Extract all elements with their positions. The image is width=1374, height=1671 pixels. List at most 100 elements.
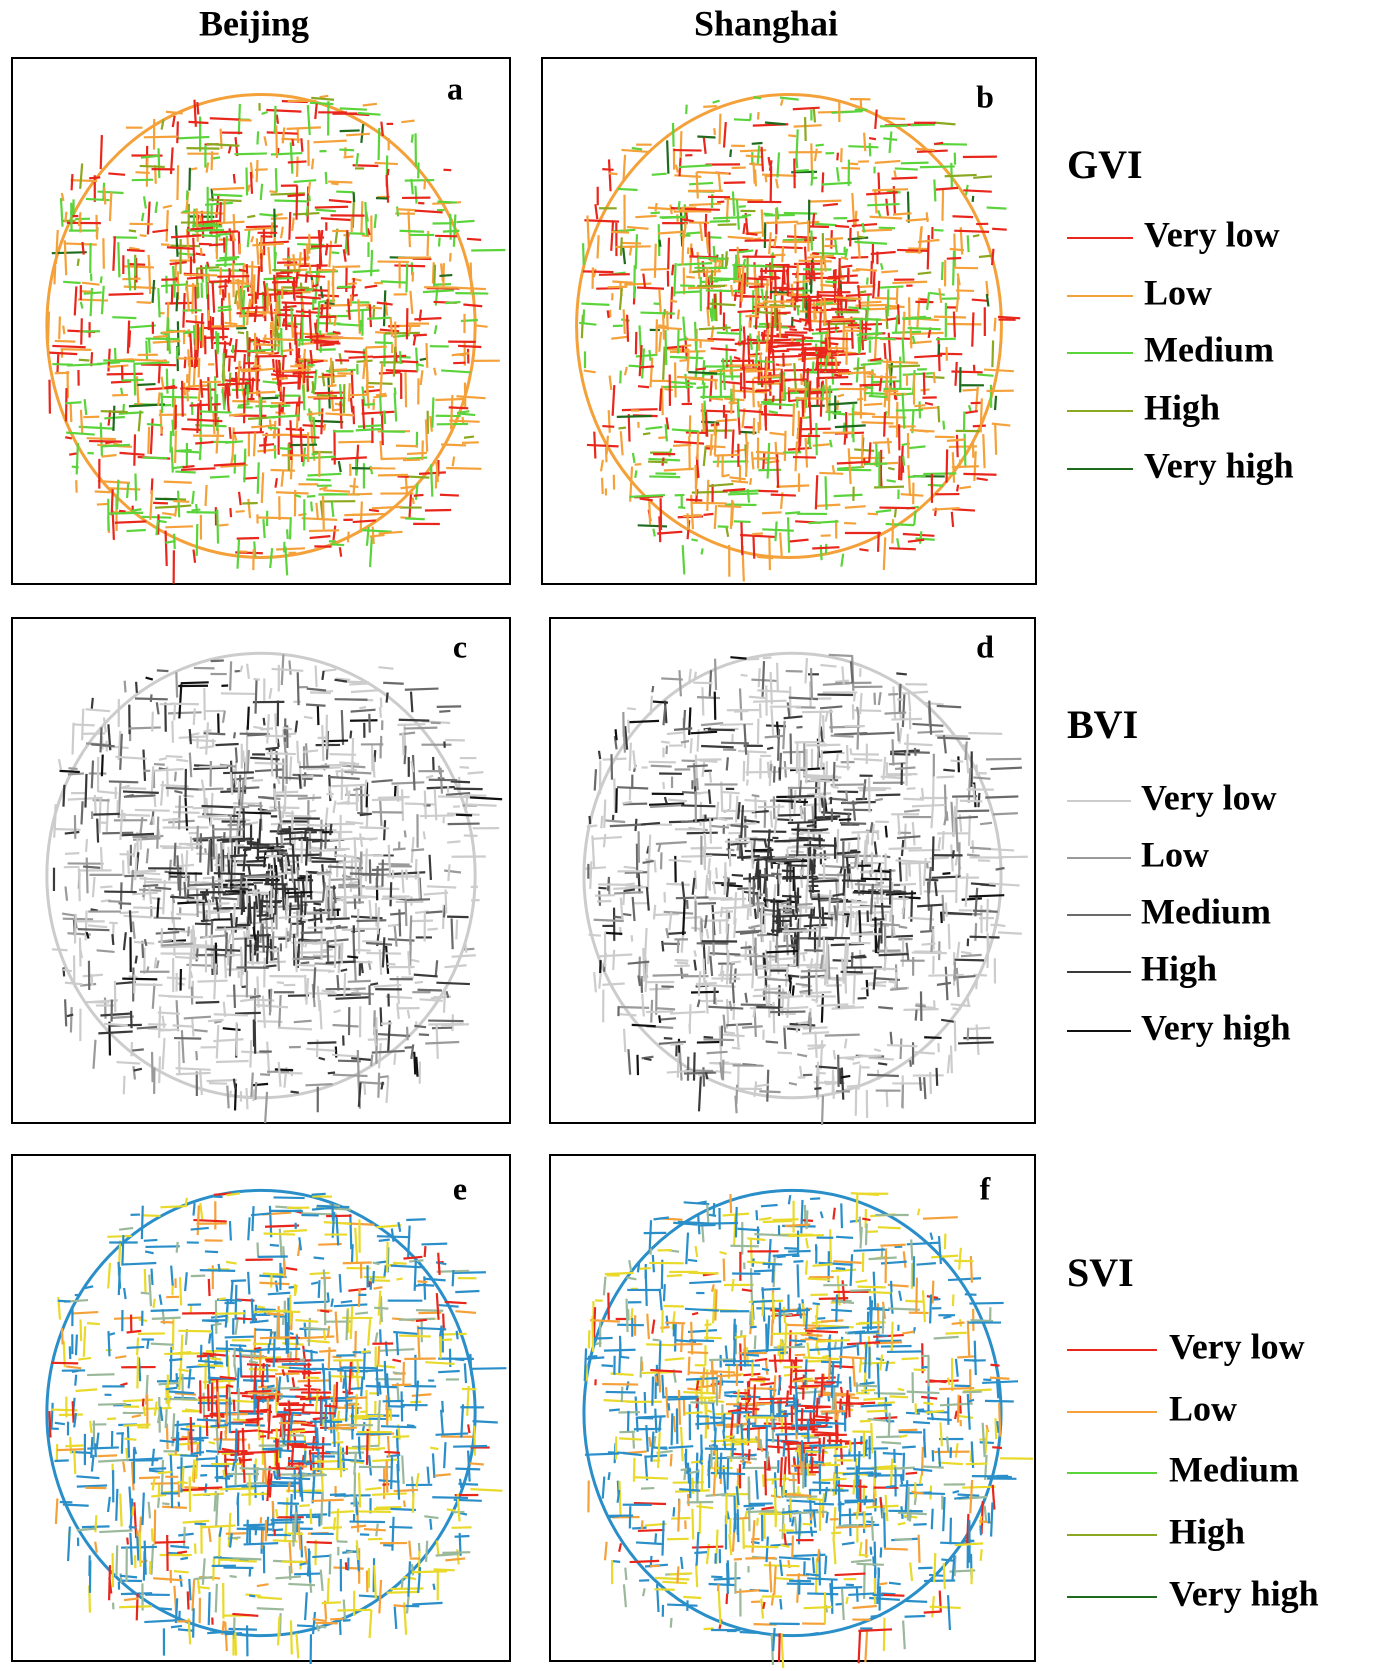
street	[380, 441, 381, 460]
street	[622, 409, 658, 410]
street	[875, 110, 876, 129]
street	[815, 309, 816, 320]
street	[884, 412, 885, 437]
street	[178, 491, 179, 518]
street	[893, 739, 894, 765]
street	[147, 424, 162, 425]
street	[320, 96, 329, 97]
street	[757, 965, 792, 966]
street	[314, 967, 316, 998]
street	[348, 357, 373, 358]
street	[838, 1057, 861, 1058]
street	[871, 261, 872, 284]
street	[394, 1053, 395, 1064]
street	[793, 403, 794, 436]
street	[276, 548, 305, 549]
street	[654, 905, 655, 920]
street	[278, 1028, 312, 1030]
street	[292, 321, 293, 338]
street	[101, 411, 128, 412]
street	[369, 510, 379, 511]
street	[664, 389, 672, 390]
street	[587, 215, 589, 249]
street	[384, 290, 385, 326]
street	[216, 844, 217, 872]
street	[814, 108, 815, 122]
street	[731, 285, 733, 296]
street	[356, 920, 386, 921]
street	[757, 557, 773, 558]
street	[311, 502, 312, 512]
street	[388, 169, 389, 175]
street	[271, 222, 272, 236]
street	[370, 304, 371, 327]
street	[847, 1086, 859, 1087]
street	[326, 808, 327, 824]
street	[869, 1058, 894, 1060]
street	[904, 744, 932, 745]
street	[680, 1053, 682, 1081]
street	[777, 207, 778, 219]
street	[104, 892, 136, 893]
street	[267, 132, 298, 133]
street	[193, 808, 211, 809]
street	[637, 288, 664, 289]
street	[266, 748, 279, 749]
street	[243, 286, 250, 287]
street	[320, 839, 321, 857]
street	[85, 774, 86, 808]
street	[947, 258, 961, 259]
street	[671, 208, 682, 209]
street	[901, 163, 929, 164]
street	[78, 259, 79, 266]
street	[807, 825, 817, 826]
street	[156, 202, 157, 213]
street	[623, 155, 625, 181]
street	[271, 748, 272, 777]
street	[137, 384, 155, 385]
street	[344, 351, 366, 352]
street	[686, 500, 702, 501]
street	[914, 511, 915, 525]
street	[355, 837, 356, 860]
street	[777, 452, 778, 488]
street	[598, 888, 606, 889]
street	[403, 732, 404, 755]
street	[294, 1021, 312, 1022]
street	[635, 464, 642, 465]
street	[777, 663, 778, 692]
street	[307, 913, 330, 914]
street	[797, 282, 798, 302]
street	[91, 288, 92, 316]
street	[705, 833, 706, 848]
street	[131, 870, 133, 892]
street	[206, 485, 207, 506]
street	[408, 211, 409, 247]
street	[717, 802, 718, 818]
street	[213, 836, 214, 845]
street	[197, 102, 198, 114]
street	[817, 377, 848, 378]
street	[208, 1020, 224, 1021]
street	[808, 226, 829, 227]
street	[755, 390, 770, 391]
street	[797, 158, 798, 168]
street	[995, 423, 996, 455]
street	[89, 441, 122, 442]
street	[261, 184, 262, 200]
street	[276, 168, 277, 191]
street	[675, 362, 676, 397]
street	[624, 1029, 625, 1052]
street	[788, 517, 789, 552]
street	[920, 863, 921, 895]
street	[670, 1044, 683, 1045]
street	[89, 177, 100, 178]
street	[307, 1042, 336, 1043]
street	[692, 248, 693, 256]
street	[934, 1000, 935, 1010]
street	[119, 511, 125, 512]
street	[306, 704, 326, 705]
street	[599, 274, 630, 275]
street	[381, 1023, 392, 1024]
street	[258, 851, 287, 852]
